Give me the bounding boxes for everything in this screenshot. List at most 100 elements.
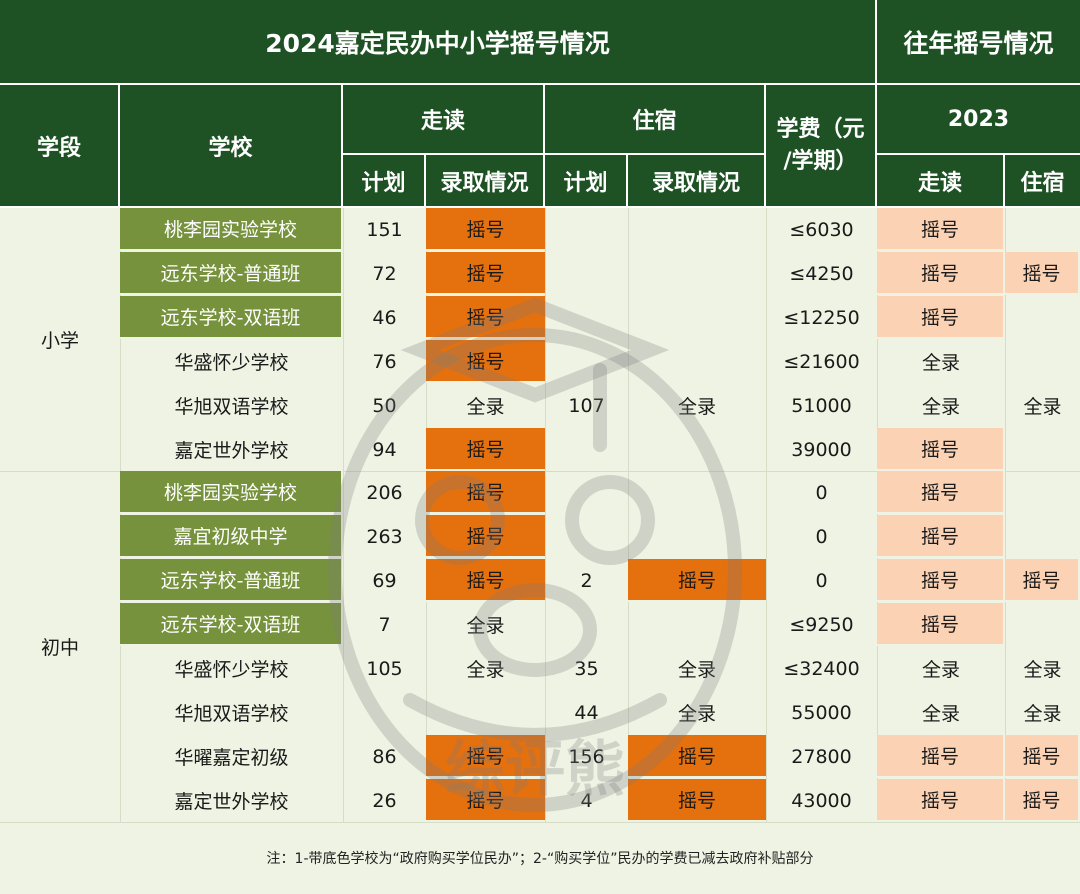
- prev-walk-cell: 摇号: [877, 471, 1005, 514]
- walk-plan-cell: [343, 691, 426, 734]
- school-name: 华旭双语学校: [174, 396, 289, 418]
- board-admission-cell: [628, 603, 766, 646]
- board-admission-cell: [628, 471, 766, 514]
- tuition-cell: 39000: [791, 438, 852, 461]
- walk-plan-cell: 7: [378, 613, 391, 636]
- header-tuition: 学费（元 /学期）: [766, 85, 877, 208]
- board-plan-cell: [545, 340, 628, 383]
- prev-walk-cell: 摇号: [877, 208, 1005, 251]
- school-name: 远东学校-普通班: [120, 252, 343, 295]
- header-walk: 走读: [343, 85, 545, 155]
- tuition-cell: ≤6030: [789, 218, 854, 241]
- school-name: 远东学校-双语班: [120, 296, 343, 339]
- walk-plan-cell: 72: [372, 262, 397, 285]
- header-walk-admission: 录取情况: [426, 155, 545, 208]
- board-plan-cell: 2: [580, 569, 593, 592]
- walk-admission-cell: 全录: [466, 396, 505, 418]
- school-name: 远东学校-普通班: [120, 559, 343, 602]
- prev-board-cell: [1005, 471, 1080, 514]
- walk-plan-cell: 94: [372, 438, 397, 461]
- prev-board-cell: 全录: [1023, 659, 1062, 681]
- board-plan-cell: 4: [580, 789, 593, 812]
- walk-plan-cell: 105: [366, 657, 403, 680]
- walk-admission-cell: 摇号: [426, 735, 545, 778]
- board-admission-cell: [628, 208, 766, 251]
- prev-walk-cell: 摇号: [877, 779, 1005, 822]
- board-plan-cell: [545, 471, 628, 514]
- tuition-cell: ≤21600: [783, 350, 860, 373]
- prev-walk-cell: 全录: [921, 659, 960, 681]
- board-admission-cell: 全录: [677, 396, 716, 418]
- board-admission-cell: 全录: [677, 703, 716, 725]
- tuition-cell: ≤4250: [789, 262, 854, 285]
- header-prev-board: 住宿: [1005, 155, 1080, 208]
- prev-board-cell: [1005, 296, 1080, 339]
- board-plan-cell: [545, 515, 628, 558]
- walk-admission-cell: 全录: [466, 615, 505, 637]
- walk-plan-cell: 69: [372, 569, 397, 592]
- header-walk-plan: 计划: [343, 155, 426, 208]
- footnote: 注：1-带底色学校为“政府购买学位民办”；2-“购买学位”民办的学费已减去政府补…: [266, 851, 814, 867]
- walk-admission-cell: 摇号: [426, 296, 545, 339]
- school-name: 桃李园实验学校: [120, 208, 343, 251]
- walk-plan-cell: 26: [372, 789, 397, 812]
- tuition-cell: 51000: [791, 394, 852, 417]
- board-admission-cell: 摇号: [628, 779, 766, 822]
- segment-primary: 小学: [40, 330, 79, 352]
- walk-admission-cell: 摇号: [426, 208, 545, 251]
- board-admission-cell: [628, 515, 766, 558]
- board-plan-cell: [545, 428, 628, 471]
- prev-board-cell: [1005, 603, 1080, 646]
- walk-plan-cell: 86: [372, 745, 397, 768]
- prev-board-cell: 全录: [1023, 396, 1062, 418]
- school-name: 华旭双语学校: [174, 703, 289, 725]
- prev-board-cell: 摇号: [1005, 252, 1080, 295]
- board-admission-cell: [628, 252, 766, 295]
- school-name: 嘉定世外学校: [174, 791, 289, 813]
- board-admission-cell: 全录: [677, 659, 716, 681]
- school-name: 嘉宜初级中学: [120, 515, 343, 558]
- prev-walk-cell: 摇号: [877, 735, 1005, 778]
- walk-plan-cell: 76: [372, 350, 397, 373]
- header-tuition-line2: /学期）: [783, 148, 858, 174]
- board-admission-cell: 摇号: [628, 559, 766, 602]
- tuition-cell: 0: [815, 481, 828, 504]
- header-prev-walk: 走读: [877, 155, 1005, 208]
- prev-board-cell: [1005, 515, 1080, 558]
- board-plan-cell: [545, 208, 628, 251]
- school-name: 华曜嘉定初级: [174, 747, 289, 769]
- board-admission-cell: 摇号: [628, 735, 766, 778]
- tuition-cell: 43000: [791, 789, 852, 812]
- board-plan-cell: 44: [574, 701, 599, 724]
- tuition-cell: ≤32400: [783, 657, 860, 680]
- board-admission-cell: [628, 296, 766, 339]
- board-plan-cell: 156: [568, 745, 605, 768]
- board-admission-cell: [628, 428, 766, 471]
- prev-walk-cell: 摇号: [877, 428, 1005, 471]
- walk-admission-cell: 摇号: [426, 471, 545, 514]
- tuition-cell: 0: [815, 525, 828, 548]
- board-plan-cell: [545, 296, 628, 339]
- school-name: 远东学校-双语班: [120, 603, 343, 646]
- walk-admission-cell: 摇号: [426, 515, 545, 558]
- header-segment: 学段: [0, 85, 120, 208]
- walk-admission-cell: 摇号: [426, 559, 545, 602]
- school-name: 华盛怀少学校: [174, 659, 289, 681]
- walk-plan-cell: 263: [366, 525, 403, 548]
- walk-admission-cell: 摇号: [426, 428, 545, 471]
- prev-board-cell: 摇号: [1005, 559, 1080, 602]
- board-plan-cell: [545, 252, 628, 295]
- prev-walk-cell: 摇号: [877, 515, 1005, 558]
- prev-board-cell: [1005, 428, 1080, 471]
- walk-plan-cell: 206: [366, 481, 403, 504]
- header-board-admission: 录取情况: [628, 155, 766, 208]
- header-board-plan: 计划: [545, 155, 628, 208]
- walk-plan-cell: 50: [372, 394, 397, 417]
- header-year: 2023: [877, 85, 1080, 155]
- board-admission-cell: [628, 340, 766, 383]
- school-name: 华盛怀少学校: [174, 352, 289, 374]
- prev-board-cell: [1005, 208, 1080, 251]
- prev-walk-cell: 摇号: [877, 559, 1005, 602]
- tuition-cell: 27800: [791, 745, 852, 768]
